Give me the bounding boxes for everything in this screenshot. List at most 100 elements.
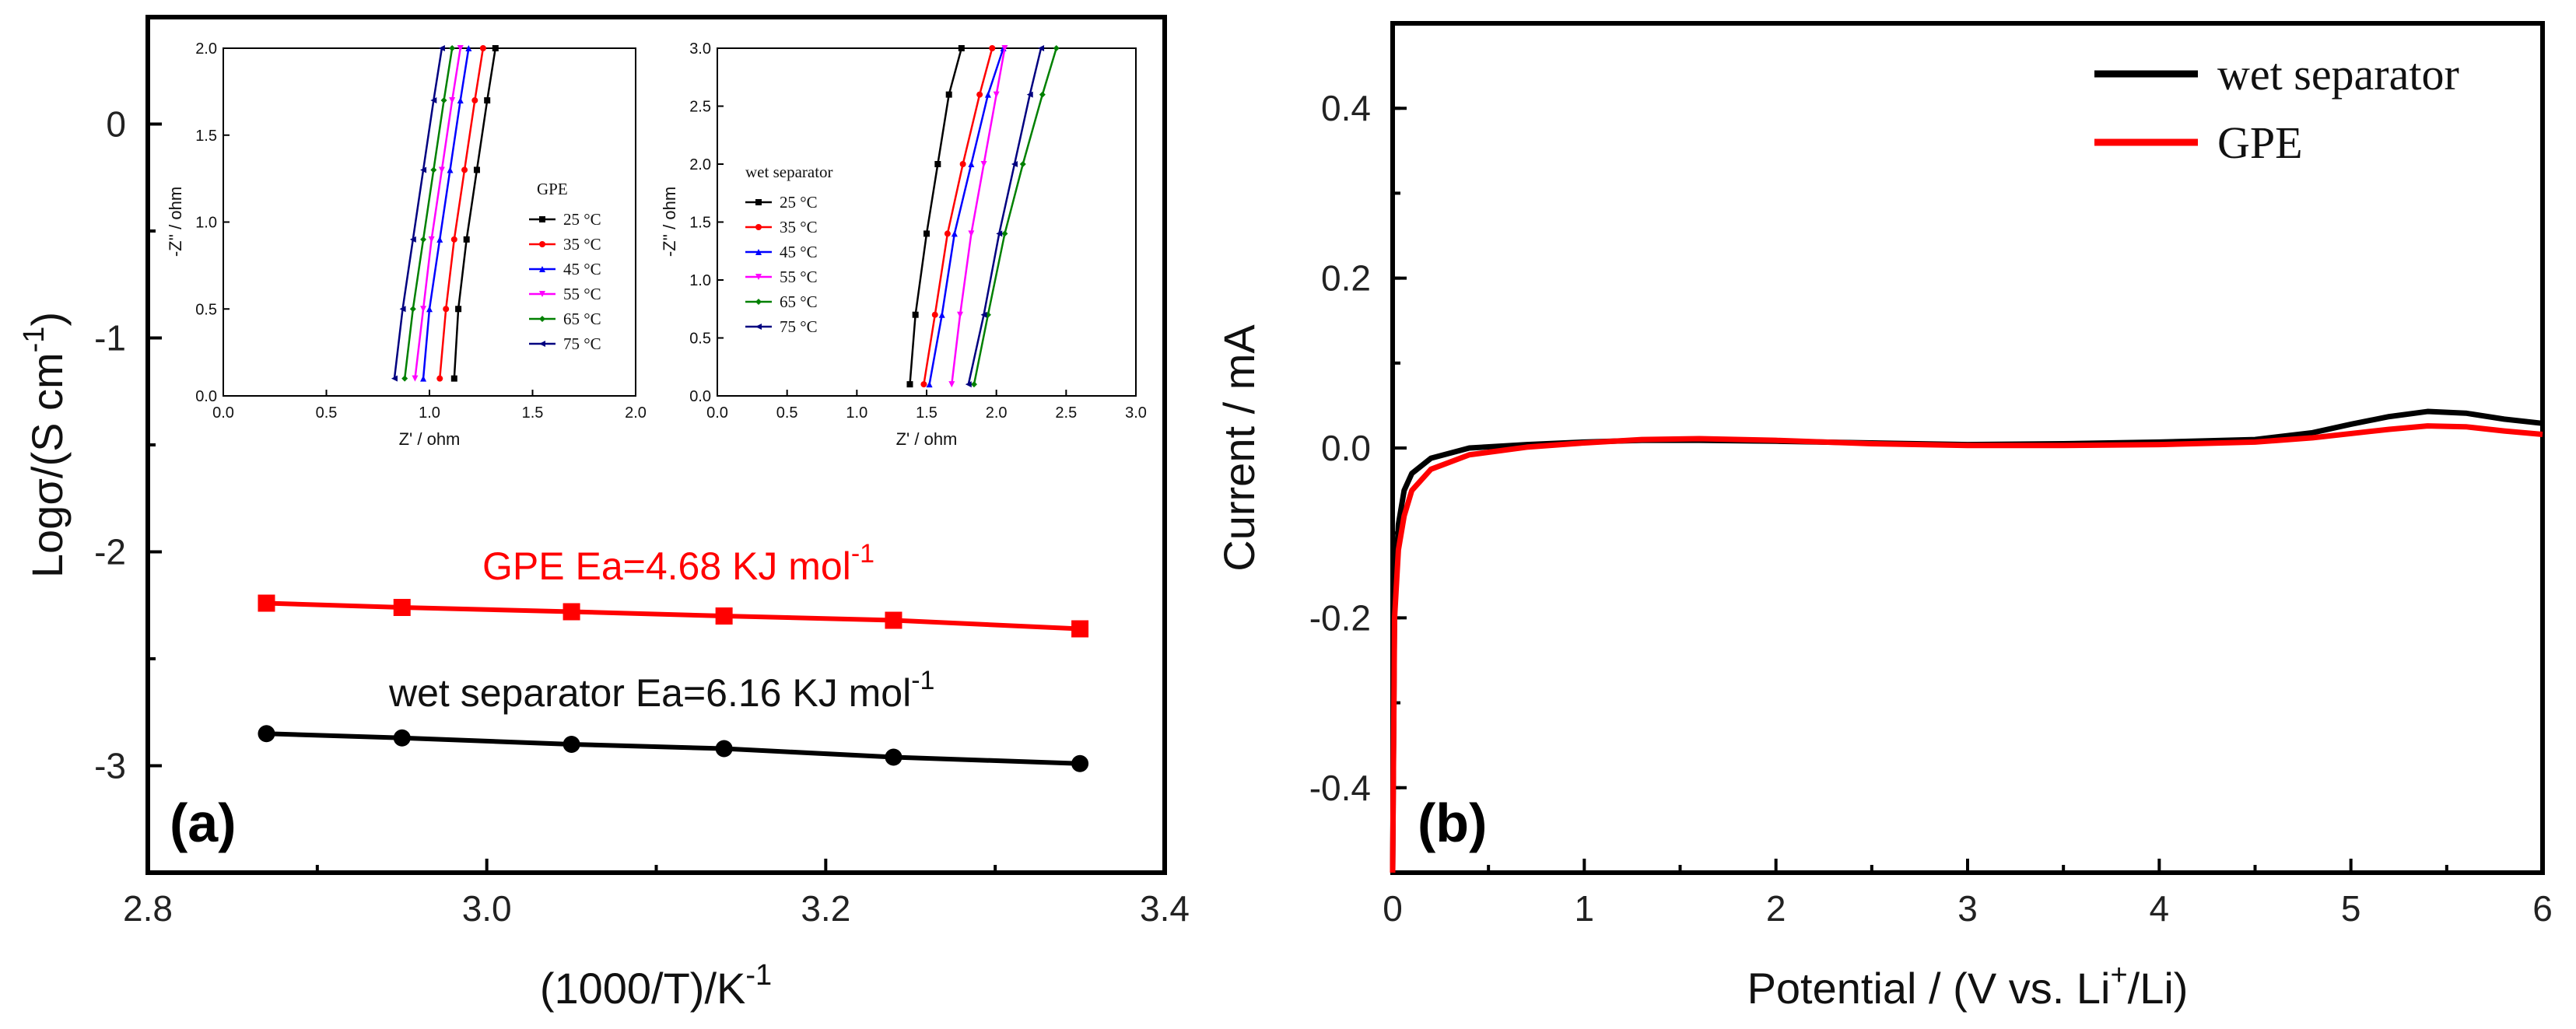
inset-y-tick-label: 1.0 — [195, 215, 217, 232]
panel-b-ticks: 0 1 2 3 4 5 6 -0.4 -0.2 0.0 0.2 0.4 — [1309, 22, 2553, 929]
series-line-gpe — [266, 600, 1081, 632]
data-point-inset1-35-c — [931, 311, 938, 318]
panel-a-label: (a) — [170, 793, 237, 853]
inset-legend-label: 25 °C — [563, 210, 601, 229]
inset-y-tick-label: 1.5 — [195, 128, 217, 145]
data-point-inset1-25-c — [958, 45, 965, 51]
panel-a-x-tick-label: 3.0 — [462, 888, 512, 929]
panel-b: 0 1 2 3 4 5 6 -0.4 -0.2 0.0 0.2 0.4 wet separator G… — [1214, 21, 2553, 1013]
inset-legend-label: 75 °C — [780, 317, 818, 336]
panel-b-y-axis-title: Current / mA — [1214, 324, 1263, 572]
panel-a-series — [258, 594, 1089, 772]
series-line-inset0-25-c — [453, 47, 497, 379]
data-point-inset0-25-c — [492, 45, 499, 51]
inset-legend-label: 35 °C — [563, 235, 601, 254]
data-point-inset0-35-c — [443, 306, 450, 313]
inset-x-tick-label: 0.0 — [212, 404, 234, 422]
data-point-inset1-55-c — [968, 230, 975, 237]
data-point-inset0-55-c — [428, 236, 435, 243]
data-point-inset1-25-c — [924, 230, 930, 237]
data-point-inset1-45-c — [926, 381, 933, 388]
data-point-inset0-55-c — [438, 166, 445, 173]
series-line-inset1-55-c — [951, 47, 1006, 385]
panel-b-x-tick-label: 2 — [1766, 888, 1786, 929]
data-point-inset1-75-c — [980, 311, 987, 318]
inset-gpe-plot: 0.0 0.5 1.0 1.5 2.0 0.0 0.5 1.0 1.5 2.0 — [195, 40, 647, 422]
inset-y-tick-label: 0.0 — [689, 388, 711, 405]
inset-x-tick-label: 0.5 — [316, 404, 338, 422]
inset-y-tick-label: 3.0 — [689, 40, 711, 58]
data-point-gpe — [715, 607, 733, 625]
inset-legend-label: 55 °C — [780, 268, 818, 286]
data-point-inset1-75-c — [1038, 45, 1045, 51]
data-point-inset1-25-c — [906, 381, 913, 388]
series-line-inset1-45-c — [928, 47, 1004, 385]
data-point-gpe — [258, 594, 275, 612]
inset-x-tick-label: 2.5 — [1055, 404, 1077, 422]
panel-a-x-tick-label: 2.8 — [123, 888, 173, 929]
inset-gpe-legend-title: GPE — [537, 180, 568, 198]
data-point-inset0-75-c — [399, 306, 406, 313]
data-point-inset0-35-c — [471, 97, 478, 104]
inset-legend-label: 55 °C — [563, 285, 601, 303]
series-line-inset0-35-c — [439, 47, 485, 379]
data-point-inset0-75-c — [391, 375, 398, 382]
data-point-gpe — [563, 603, 580, 621]
data-point-inset1-55-c — [980, 161, 987, 167]
data-point-inset1-45-c — [968, 161, 975, 167]
data-point-inset1-75-c — [1026, 91, 1033, 98]
inset-y-tick-label: 0.5 — [689, 331, 711, 348]
panel-a-x-axis-title: (1000/T)/K-1 — [540, 959, 772, 1013]
panel-b-series — [1390, 408, 2543, 873]
series-line-inset0-65-c — [403, 47, 454, 379]
inset-y-tick-label: 0.0 — [195, 388, 217, 405]
series-line-gpe — [1390, 423, 2543, 873]
inset-x-tick-label: 2.0 — [986, 404, 1008, 422]
data-point-inset1-65-c — [1019, 161, 1026, 167]
data-point-inset0-75-c — [420, 166, 427, 173]
inset-x-tick-label: 1.5 — [522, 404, 544, 422]
inset-legend-label: 45 °C — [780, 243, 818, 261]
panel-a-y-axis-title: Logσ/(S cm-1) — [18, 312, 72, 578]
wet-separator-activation-label: wet separator Ea=6.16 KJ mol-1 — [388, 666, 934, 715]
inset-gpe-frame — [223, 47, 636, 397]
data-point-inset1-35-c — [944, 230, 951, 237]
inset-wet-x-axis-title: Z' / ohm — [896, 429, 958, 449]
data-point-wet-separator — [885, 748, 902, 766]
data-point-inset1-45-c — [938, 311, 945, 318]
data-point-inset0-55-c — [449, 97, 456, 104]
data-point-inset0-65-c — [401, 375, 408, 382]
data-point-inset0-65-c — [440, 97, 447, 104]
inset-wet-legend: 25 °C 35 °C 45 °C 55 °C 65 °C 75 °C — [745, 193, 818, 336]
data-point-inset1-75-c — [1011, 161, 1018, 167]
data-point-inset1-35-c — [976, 91, 983, 98]
data-point-wet-separator — [393, 729, 411, 747]
inset-legend-label: 65 °C — [780, 292, 818, 311]
data-point-inset1-25-c — [934, 161, 941, 167]
panel-b-y-tick-label: 0.2 — [1321, 258, 1371, 299]
panel-a-ticks: 2.8 3.0 3.2 3.4 0 -1 -2 -3 — [94, 16, 1190, 929]
panel-a-y-tick-label: -3 — [94, 746, 126, 786]
data-point-inset1-65-c — [1039, 91, 1046, 98]
panel-a-x-tick-label: 3.4 — [1140, 888, 1190, 929]
inset-legend-marker — [539, 241, 545, 247]
inset-x-tick-label: 0.0 — [706, 404, 728, 422]
data-point-inset1-45-c — [951, 230, 958, 237]
inset-y-tick-label: 0.5 — [195, 301, 217, 318]
data-point-inset0-75-c — [438, 45, 445, 51]
data-point-inset1-35-c — [920, 381, 927, 388]
panel-b-x-axis-title: Potential / (V vs. Li+/Li) — [1747, 959, 2189, 1013]
legend-label-gpe: GPE — [2217, 117, 2303, 168]
inset-x-tick-label: 1.0 — [846, 404, 867, 422]
inset-legend-marker — [539, 316, 545, 322]
data-point-inset0-45-c — [420, 375, 427, 382]
data-point-gpe — [1071, 620, 1089, 638]
inset-legend-marker — [539, 341, 545, 347]
data-point-inset0-25-c — [473, 166, 480, 173]
data-point-inset0-35-c — [436, 375, 443, 382]
panel-a-y-tick-label: -1 — [94, 318, 126, 359]
panel-b-y-tick-label: -0.2 — [1309, 597, 1371, 638]
data-point-inset0-65-c — [449, 45, 456, 51]
inset-legend-marker — [755, 199, 762, 205]
panel-b-x-tick-label: 6 — [2532, 888, 2553, 929]
